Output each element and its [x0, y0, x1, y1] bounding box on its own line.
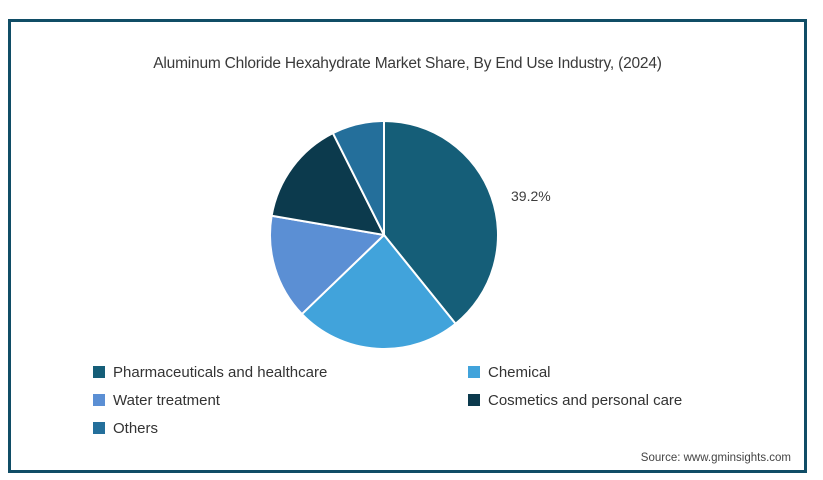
pie-slice-cosmetics-and-personal-care [270, 132, 385, 236]
legend-item-chemical: Chemical [468, 363, 682, 381]
legend-swatch-icon [468, 366, 480, 378]
pie-chart-svg [269, 120, 499, 350]
pie-slice-chemical [300, 234, 457, 350]
legend-label: Water treatment [113, 391, 220, 409]
pie-slice-others [331, 120, 385, 236]
legend-swatch-icon [93, 394, 105, 406]
legend-label: Others [113, 419, 159, 437]
pie-data-label: 39.2% [511, 188, 551, 204]
chart-frame: Aluminum Chloride Hexahydrate Market Sha… [8, 19, 807, 473]
legend-item-water-treatment: Water treatment [93, 391, 468, 409]
legend-item-cosmetics-and-personal-care: Cosmetics and personal care [468, 391, 682, 409]
legend: Pharmaceuticals and healthcare Chemical Wa… [93, 363, 682, 437]
legend-swatch-icon [93, 366, 105, 378]
legend-label: Pharmaceuticals and healthcare [113, 363, 328, 381]
legend-label: Cosmetics and personal care [488, 391, 683, 409]
legend-swatch-icon [93, 422, 105, 434]
pie-slice-water-treatment [269, 214, 385, 316]
chart-title: Aluminum Chloride Hexahydrate Market Sha… [153, 55, 662, 72]
legend-item-pharmaceuticals-and-healthcare: Pharmaceuticals and healthcare [93, 363, 468, 381]
pie-slice-pharmaceuticals-and-healthcare [383, 120, 499, 325]
legend-label: Chemical [488, 363, 551, 381]
legend-swatch-icon [468, 394, 480, 406]
source-attribution: Source: www.gminsights.com [640, 452, 791, 464]
legend-item-others: Others [93, 419, 468, 437]
